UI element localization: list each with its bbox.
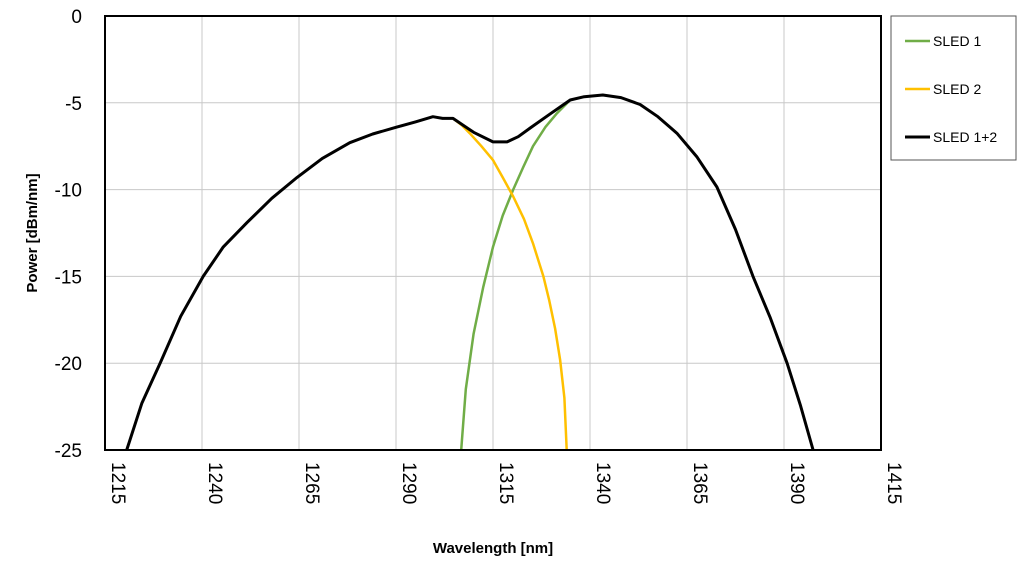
gridlines [104,15,882,451]
x-tick-label: 1390 [786,462,807,504]
y-tick-label: -20 [55,354,82,375]
x-tick-label: 1240 [204,462,225,504]
y-tick-label: 0 [71,7,82,28]
legend: SLED 1 SLED 2 SLED 1+2 [890,15,1017,161]
x-tick-label: 1315 [495,462,516,504]
y-tick-label: -15 [55,267,82,288]
series-line-sled-1-2 [125,93,815,451]
y-tick-labels: 0 -5 -10 -15 -20 -25 [55,7,82,462]
plot-area-border [104,15,882,451]
series-line-sled-1 [459,99,572,451]
x-tick-label: 1215 [107,462,128,504]
series-lines [125,93,815,451]
y-axis-title: Power [dBm/nm] [24,173,41,292]
x-tick-label: 1265 [301,462,322,504]
x-axis-title: Wavelength [nm] [433,540,553,557]
x-tick-label: 1415 [883,462,904,504]
y-tick-label: -10 [55,181,82,202]
legend-label: SLED 1 [933,33,981,49]
series-line-sled-2 [452,117,568,451]
x-tick-label: 1290 [398,462,419,504]
y-tick-label: -25 [55,441,82,462]
x-tick-labels: 1215 1240 1265 1290 1315 1340 1365 1390 1415 [107,462,904,504]
legend-label: SLED 2 [933,81,981,97]
x-tick-label: 1365 [689,462,710,504]
legend-label: SLED 1+2 [933,129,997,145]
x-tick-label: 1340 [592,462,613,504]
y-tick-label: -5 [65,94,82,115]
